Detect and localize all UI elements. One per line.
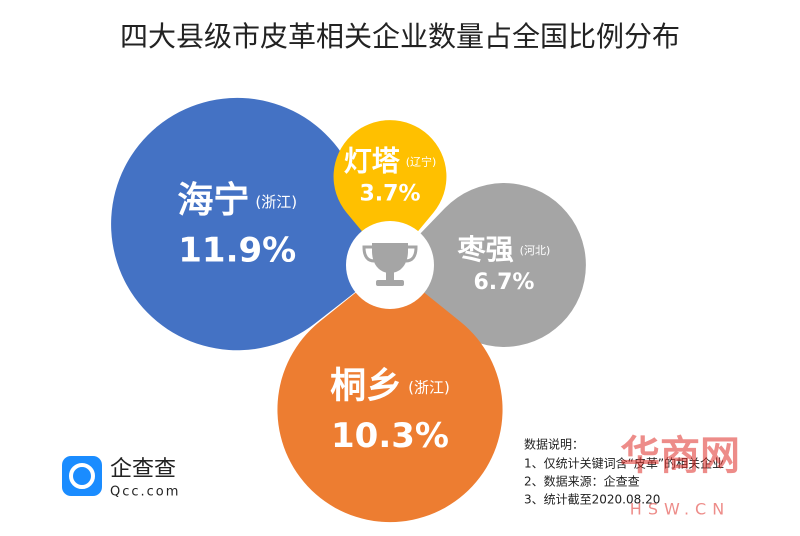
value-label: 11.9% bbox=[178, 231, 296, 271]
logo-icon-ring bbox=[69, 463, 95, 489]
petal bbox=[333, 120, 447, 266]
petal-name: 桐乡 (浙江) bbox=[330, 366, 450, 407]
petal-name: 灯塔 (辽宁) bbox=[344, 145, 437, 178]
logo-url: Qcc.com bbox=[110, 485, 180, 500]
chart-title: 四大县级市皮革相关企业数量占全国比例分布 bbox=[120, 20, 680, 53]
note: 2、数据来源：企查查 bbox=[524, 474, 640, 489]
watermark-name: 华商网 bbox=[620, 433, 740, 479]
note: 1、仅统计关键词含“皮革”的相关企业 bbox=[524, 456, 724, 471]
category-name: 枣强 bbox=[457, 233, 514, 266]
logo-icon bbox=[62, 456, 102, 496]
logo: 企查查 Qcc.com bbox=[62, 456, 180, 500]
value-label: 3.7% bbox=[359, 182, 420, 207]
note: 3、统计截至2020.08.20 bbox=[524, 493, 660, 507]
region: (河北) bbox=[520, 244, 551, 257]
logo-name: 企查查 bbox=[110, 457, 176, 482]
value-label: 6.7% bbox=[473, 270, 534, 295]
notes: 数据说明： 1、仅统计关键词含“皮革”的相关企业 2、数据来源：企查查 3、统计… bbox=[524, 437, 724, 507]
region: (浙江) bbox=[255, 193, 297, 211]
notes-title: 数据说明： bbox=[524, 437, 584, 452]
petal bbox=[111, 97, 390, 351]
category-name: 海宁 bbox=[177, 180, 249, 221]
category-name: 灯塔 bbox=[344, 145, 401, 178]
petals: 海宁 (浙江) 11.9% 灯塔 (辽宁) 3.7% 枣强 (河北) 6.7% 桐乡 (浙江) 10.… bbox=[111, 97, 586, 523]
category-name: 桐乡 bbox=[330, 366, 402, 407]
petal bbox=[277, 265, 503, 523]
region: (辽宁) bbox=[406, 155, 437, 169]
value-label: 10.3% bbox=[331, 416, 449, 456]
watermark: 华商网 HSW.CN bbox=[620, 433, 740, 519]
petal-name: 枣强 (河北) bbox=[457, 233, 551, 266]
region: (浙江) bbox=[408, 378, 450, 396]
petal-name: 海宁 (浙江) bbox=[177, 180, 297, 221]
trophy-icon bbox=[362, 243, 418, 286]
watermark-url: HSW.CN bbox=[630, 500, 730, 519]
